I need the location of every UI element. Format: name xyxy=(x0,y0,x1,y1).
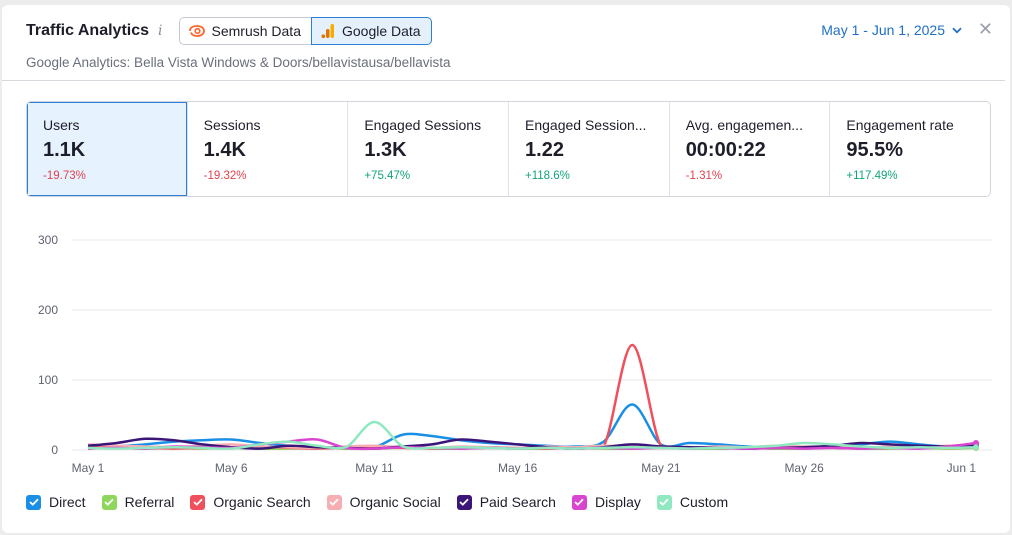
legend-label: Organic Search xyxy=(213,494,311,510)
metric-label: Engaged Sessions xyxy=(364,117,482,133)
x-tick-label: May 26 xyxy=(784,461,824,475)
data-source-toggle: Semrush Data Google Data xyxy=(178,17,432,45)
metric-label: Engaged Session... xyxy=(525,117,647,133)
legend-item-paid-search[interactable]: Paid Search xyxy=(456,494,556,510)
traffic-line-chart: 0 100 200 300 May 1 May 6 May 11 May 16 May 21 Ma… xyxy=(38,233,992,475)
checkbox-checked-icon xyxy=(326,494,342,510)
x-tick-label: Jun 1 xyxy=(947,461,977,475)
traffic-analytics-card: Traffic Analytics i Semrush Data xyxy=(2,5,1010,533)
legend-item-display[interactable]: Display xyxy=(571,494,641,510)
google-data-button[interactable]: Google Data xyxy=(310,17,432,45)
y-tick-label: 200 xyxy=(38,303,58,317)
metric-value: 1.22 xyxy=(525,139,564,161)
legend-label: Direct xyxy=(49,494,86,510)
metric-value: 1.4K xyxy=(203,139,246,161)
metric-card-engaged-sessions-per-user[interactable]: Engaged Session... 1.22 +118.6% xyxy=(509,102,670,196)
metric-delta: -1.31% xyxy=(685,170,723,182)
date-range-dropdown[interactable]: May 1 - Jun 1, 2025 xyxy=(821,22,962,38)
x-tick-label: May 1 xyxy=(72,461,105,475)
metric-card-sessions[interactable]: Sessions 1.4K -19.32% xyxy=(188,102,349,196)
series-endpoint-custom[interactable] xyxy=(973,444,979,451)
metric-label: Users xyxy=(43,117,80,133)
y-tick-label: 100 xyxy=(38,373,58,387)
legend-label: Display xyxy=(594,494,641,510)
legend-label: Custom xyxy=(679,494,729,510)
semrush-data-label: Semrush Data xyxy=(211,23,301,39)
legend-item-custom[interactable]: Custom xyxy=(656,494,729,510)
metric-delta: +118.6% xyxy=(525,170,570,182)
series-endpoint-display[interactable] xyxy=(973,440,979,446)
header-divider xyxy=(2,80,1005,81)
metric-value: 00:00:22 xyxy=(685,139,766,161)
metric-label: Sessions xyxy=(203,117,261,133)
date-range-label: May 1 - Jun 1, 2025 xyxy=(821,22,945,38)
legend-item-referral[interactable]: Referral xyxy=(101,494,175,510)
legend-label: Organic Social xyxy=(349,494,441,510)
metric-label: Avg. engagemen... xyxy=(685,117,803,133)
semrush-logo-icon xyxy=(188,25,205,37)
metric-card-engagement-rate[interactable]: Engagement rate 95.5% +117.49% xyxy=(830,102,990,196)
metric-delta: -19.73% xyxy=(43,170,86,182)
legend-label: Paid Search xyxy=(479,494,556,510)
checkbox-checked-icon xyxy=(571,494,587,510)
close-icon[interactable]: ✕ xyxy=(977,19,993,39)
series-line-custom[interactable] xyxy=(87,420,977,451)
legend-item-direct[interactable]: Direct xyxy=(26,494,86,510)
metric-value: 95.5% xyxy=(846,139,904,161)
chart-legend: Direct Referral Organic Search Organic S… xyxy=(26,494,744,510)
series-line-direct[interactable] xyxy=(87,403,977,450)
metric-delta: -19.32% xyxy=(203,170,247,182)
checkbox-checked-icon xyxy=(656,494,672,510)
google-analytics-logo-icon xyxy=(321,23,335,39)
y-tick-label: 300 xyxy=(38,233,58,247)
checkbox-checked-icon xyxy=(190,494,206,510)
legend-item-organic-social[interactable]: Organic Social xyxy=(326,494,441,510)
x-tick-label: May 21 xyxy=(641,461,681,475)
google-data-label: Google Data xyxy=(341,23,421,39)
checkbox-checked-icon xyxy=(101,494,117,510)
metric-label: Engagement rate xyxy=(846,117,954,133)
ga-property-subtitle: Google Analytics: Bella Vista Windows & … xyxy=(26,55,451,70)
metric-card-engaged-sessions[interactable]: Engaged Sessions 1.3K +75.47% xyxy=(348,102,510,196)
legend-item-organic-search[interactable]: Organic Search xyxy=(190,494,311,510)
metric-card-users[interactable]: Users 1.1K -19.73% xyxy=(27,102,188,196)
legend-label: Referral xyxy=(124,494,175,510)
metric-delta: +75.47% xyxy=(364,170,411,182)
x-tick-label: May 16 xyxy=(498,461,538,475)
metric-value: 1.1K xyxy=(43,139,86,161)
chevron-down-icon xyxy=(952,27,962,33)
metric-value: 1.3K xyxy=(364,139,407,161)
x-tick-label: May 11 xyxy=(355,461,394,475)
page-title: Traffic Analytics xyxy=(26,22,150,39)
metric-delta: +117.49% xyxy=(846,170,898,182)
x-tick-label: May 6 xyxy=(215,461,248,475)
metrics-row: Users 1.1K -19.73% Sessions 1.4K -19.32%… xyxy=(26,101,991,197)
semrush-data-button[interactable]: Semrush Data xyxy=(178,17,311,45)
checkbox-checked-icon xyxy=(456,494,472,510)
metric-card-avg-engagement-time[interactable]: Avg. engagemen... 00:00:22 -1.31% xyxy=(670,102,831,196)
header-row: Traffic Analytics i Semrush Data xyxy=(26,16,432,46)
series-line-organic-search[interactable] xyxy=(87,343,977,450)
checkbox-checked-icon xyxy=(26,494,41,510)
y-tick-label: 0 xyxy=(51,443,58,457)
info-icon[interactable]: i xyxy=(158,23,163,39)
